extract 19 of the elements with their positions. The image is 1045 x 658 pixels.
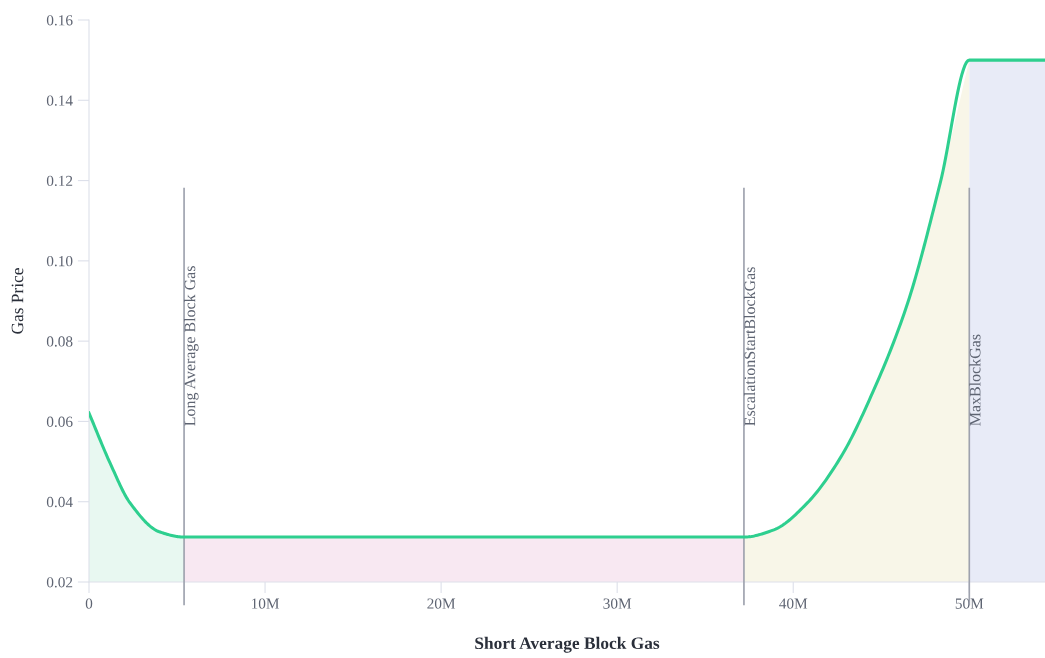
y-tick-label: 0.16 bbox=[46, 15, 73, 26]
x-axis-title: Short Average Block Gas bbox=[475, 636, 660, 653]
ref-line-label: Long Average Block Gas bbox=[184, 266, 199, 426]
x-tick-label: 20M bbox=[427, 598, 456, 609]
x-tick-label: 0 bbox=[85, 598, 93, 609]
ref-line-label: EscalationStartBlockGas bbox=[743, 267, 756, 426]
y-tick-label: 0.10 bbox=[46, 256, 73, 267]
y-tick-label: 0.14 bbox=[46, 95, 73, 106]
y-tick-label: 0.02 bbox=[46, 577, 73, 588]
ref-line-label: MaxBlockGas bbox=[969, 334, 981, 426]
y-tick-label: 0.12 bbox=[46, 175, 73, 187]
y-tick-label: 0.06 bbox=[46, 416, 73, 427]
y-tick-label: 0.08 bbox=[46, 336, 73, 347]
x-tick-label: 50M bbox=[955, 598, 984, 609]
y-axis-title: Gas Price bbox=[11, 268, 24, 334]
y-tick-label: 0.04 bbox=[46, 496, 73, 508]
x-tick-label: 30M bbox=[603, 598, 632, 609]
x-tick-label: 10M bbox=[251, 598, 280, 609]
x-tick-label: 40M bbox=[779, 598, 808, 609]
